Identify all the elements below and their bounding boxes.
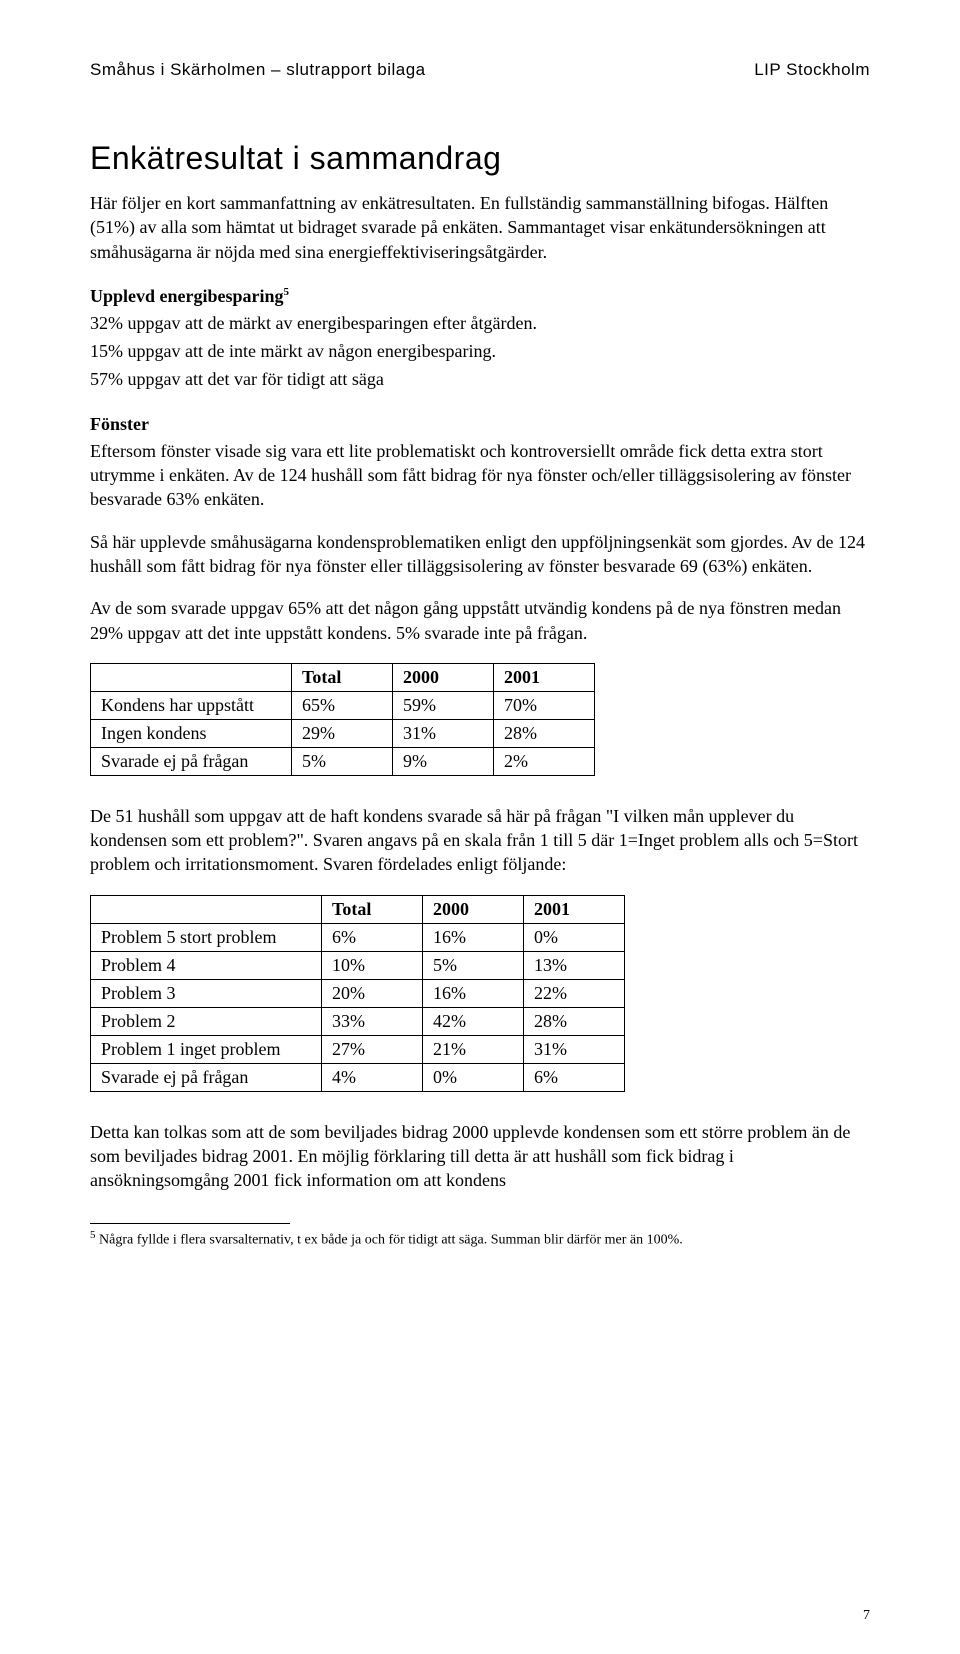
- table-cell: 70%: [494, 691, 595, 719]
- page-title: Enkätresultat i sammandrag: [90, 140, 870, 177]
- table-row: Ingen kondens 29% 31% 28%: [91, 719, 595, 747]
- between-tables-paragraph: De 51 hushåll som uppgav att de haft kon…: [90, 804, 870, 877]
- fonster-p3: Av de som svarade uppgav 65% att det någ…: [90, 596, 870, 645]
- table-cell: 9%: [393, 747, 494, 775]
- table-cell: 2000: [423, 895, 524, 923]
- table-row: Problem 5 stort problem 6% 16% 0%: [91, 923, 625, 951]
- conclusion-paragraph: Detta kan tolkas som att de som beviljad…: [90, 1120, 870, 1193]
- energy-heading: Upplevd energibesparing5: [90, 286, 870, 307]
- table-cell: 20%: [322, 979, 423, 1007]
- table-cell: 28%: [524, 1007, 625, 1035]
- table-cell: 42%: [423, 1007, 524, 1035]
- intro-paragraph: Här följer en kort sammanfattning av enk…: [90, 191, 870, 264]
- table-cell: Kondens har uppstått: [91, 691, 292, 719]
- table-cell: 4%: [322, 1063, 423, 1091]
- table-row: Problem 4 10% 5% 13%: [91, 951, 625, 979]
- table-row: Problem 1 inget problem 27% 21% 31%: [91, 1035, 625, 1063]
- footnote: 5 Några fyllde i flera svarsalternativ, …: [90, 1228, 870, 1250]
- table-cell: 2001: [524, 895, 625, 923]
- table-cell: 13%: [524, 951, 625, 979]
- table-cell: 27%: [322, 1035, 423, 1063]
- footnote-ref: 5: [284, 286, 290, 298]
- table-row: Svarade ej på frågan 4% 0% 6%: [91, 1063, 625, 1091]
- table-cell: 22%: [524, 979, 625, 1007]
- table-cell: 31%: [393, 719, 494, 747]
- energy-line-2: 15% uppgav att de inte märkt av någon en…: [90, 339, 870, 363]
- table-cell: 16%: [423, 979, 524, 1007]
- table-cell: Problem 1 inget problem: [91, 1035, 322, 1063]
- table-cell: 65%: [292, 691, 393, 719]
- table-row: Problem 2 33% 42% 28%: [91, 1007, 625, 1035]
- energy-heading-text: Upplevd energibesparing: [90, 286, 284, 306]
- table-cell: 5%: [292, 747, 393, 775]
- energy-line-1: 32% uppgav att de märkt av energibespari…: [90, 311, 870, 335]
- table-cell: 59%: [393, 691, 494, 719]
- table-cell: Ingen kondens: [91, 719, 292, 747]
- footnote-text: Några fyllde i flera svarsalternativ, t …: [96, 1232, 683, 1247]
- table-row: Svarade ej på frågan 5% 9% 2%: [91, 747, 595, 775]
- table-cell: 6%: [322, 923, 423, 951]
- footnote-separator: [90, 1223, 290, 1224]
- table-cell: [91, 663, 292, 691]
- table-cell: 2001: [494, 663, 595, 691]
- header-right: LIP Stockholm: [754, 60, 870, 80]
- table-row: Problem 3 20% 16% 22%: [91, 979, 625, 1007]
- table-cell: 28%: [494, 719, 595, 747]
- table-cell: 33%: [322, 1007, 423, 1035]
- table-cell: Problem 5 stort problem: [91, 923, 322, 951]
- page-number: 7: [863, 1608, 870, 1624]
- table-cell: [91, 895, 322, 923]
- table-cell: 10%: [322, 951, 423, 979]
- table-cell: Total: [292, 663, 393, 691]
- table-cell: Svarade ej på frågan: [91, 1063, 322, 1091]
- problem-table: Total 2000 2001 Problem 5 stort problem …: [90, 895, 625, 1092]
- table-cell: 16%: [423, 923, 524, 951]
- table-cell: 5%: [423, 951, 524, 979]
- table-row: Total 2000 2001: [91, 663, 595, 691]
- table-cell: Svarade ej på frågan: [91, 747, 292, 775]
- table-row: Kondens har uppstått 65% 59% 70%: [91, 691, 595, 719]
- table-cell: 0%: [423, 1063, 524, 1091]
- table-cell: 6%: [524, 1063, 625, 1091]
- table-cell: 2000: [393, 663, 494, 691]
- table-cell: Problem 2: [91, 1007, 322, 1035]
- table-cell: 2%: [494, 747, 595, 775]
- header-left: Småhus i Skärholmen – slutrapport bilaga: [90, 60, 426, 80]
- table-cell: 31%: [524, 1035, 625, 1063]
- fonster-p2: Så här upplevde småhusägarna kondensprob…: [90, 530, 870, 579]
- table-row: Total 2000 2001: [91, 895, 625, 923]
- table-cell: Problem 4: [91, 951, 322, 979]
- table-cell: Problem 3: [91, 979, 322, 1007]
- table-cell: 21%: [423, 1035, 524, 1063]
- fonster-p1: Eftersom fönster visade sig vara ett lit…: [90, 439, 870, 512]
- table-cell: 29%: [292, 719, 393, 747]
- table-cell: 0%: [524, 923, 625, 951]
- energy-line-3: 57% uppgav att det var för tidigt att sä…: [90, 367, 870, 391]
- table-cell: Total: [322, 895, 423, 923]
- kondens-table: Total 2000 2001 Kondens har uppstått 65%…: [90, 663, 595, 776]
- fonster-heading: Fönster: [90, 414, 870, 435]
- page-header: Småhus i Skärholmen – slutrapport bilaga…: [90, 60, 870, 80]
